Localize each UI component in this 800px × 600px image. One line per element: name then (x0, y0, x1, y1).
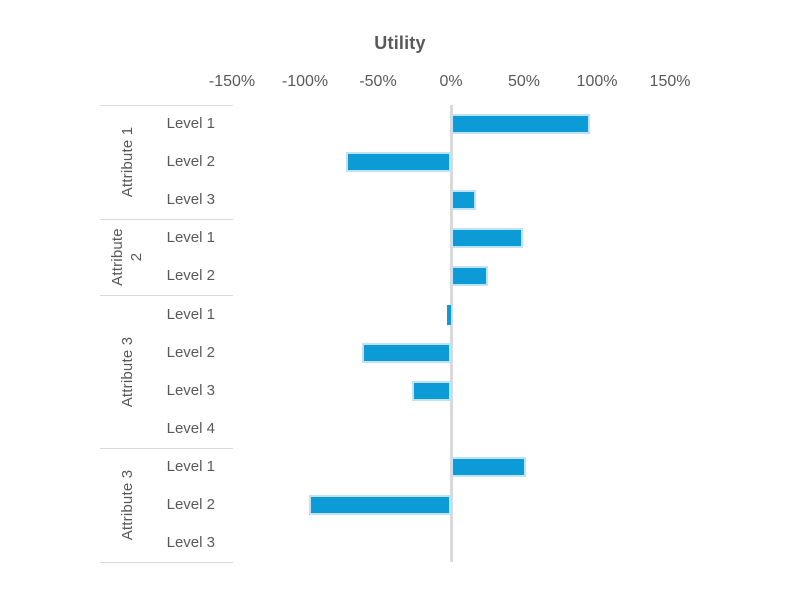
x-axis-tick-label: -150% (208, 73, 256, 90)
zero-axis-line (449, 105, 453, 562)
level-label: Level 2 (166, 495, 215, 513)
x-axis-tick-label: 0% (439, 73, 463, 90)
x-axis-tick-label: 100% (576, 73, 618, 90)
attribute-group-label: Attribute 3 (118, 336, 136, 407)
attribute-group-label: Attribute 2 (108, 228, 145, 287)
group-divider-line (100, 105, 233, 106)
utility-bar (451, 190, 476, 211)
attribute-group-label: Attribute 1 (118, 126, 136, 198)
level-label: Level 2 (166, 267, 215, 285)
utility-bar (451, 228, 523, 249)
x-axis-tick-label: 150% (649, 73, 691, 90)
level-label: Level 4 (166, 419, 215, 437)
level-label: Level 3 (166, 191, 215, 209)
utility-bar (451, 456, 526, 477)
group-divider-line (100, 447, 233, 449)
level-label: Level 2 (166, 343, 215, 361)
level-label: Level 3 (166, 381, 215, 399)
level-label: Level 3 (166, 534, 215, 551)
utility-bar (451, 114, 590, 134)
level-label: Level 1 (166, 115, 215, 132)
utility-bar (309, 494, 451, 515)
utility-bar (446, 304, 451, 325)
x-axis-tick-label: -50% (359, 73, 397, 90)
group-divider-line (100, 562, 233, 563)
x-axis-tick-label: 50% (507, 73, 541, 90)
group-divider-line (100, 219, 233, 221)
attribute-group-label: Attribute 3 (118, 469, 136, 541)
level-label: Level 1 (166, 305, 215, 323)
utility-bar (451, 266, 488, 287)
x-axis-tick-label: -100% (281, 73, 329, 90)
utility-bar (345, 152, 451, 173)
level-label: Level 2 (166, 153, 215, 171)
group-divider-line (100, 295, 233, 297)
level-label: Level 1 (166, 457, 215, 475)
utility-bar (411, 380, 451, 401)
chart-title: Utility (374, 33, 426, 53)
utility-bar (361, 342, 451, 363)
level-label: Level 1 (166, 229, 215, 247)
